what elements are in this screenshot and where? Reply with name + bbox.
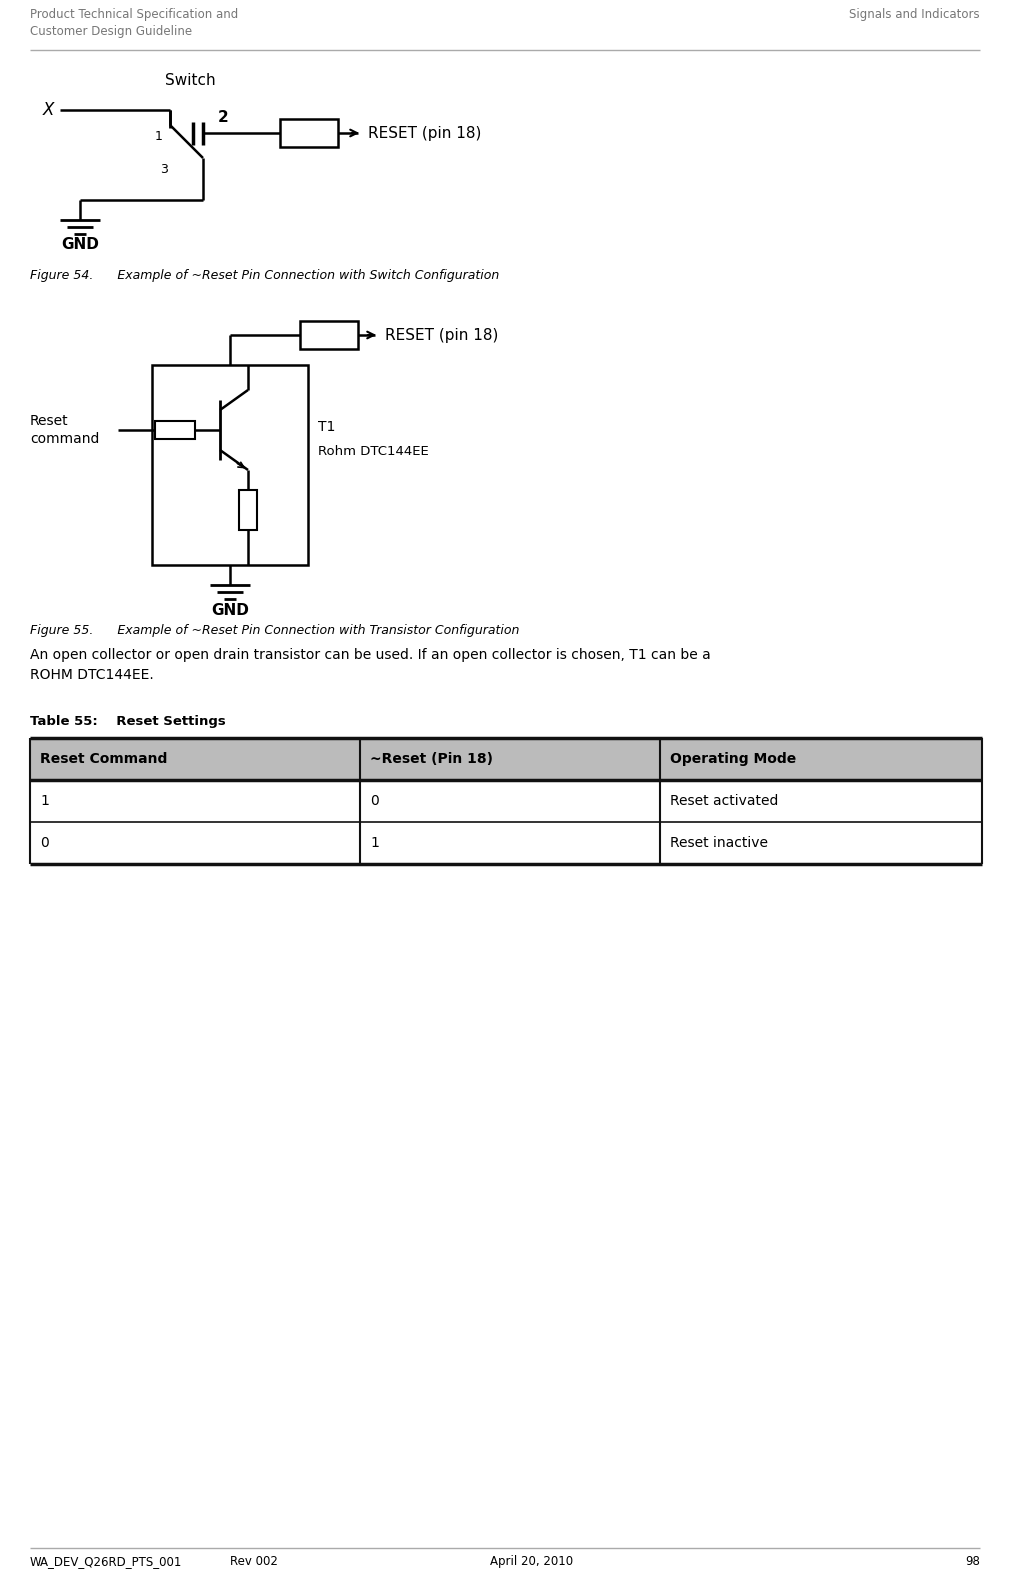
Text: Reset inactive: Reset inactive [670,836,768,850]
Text: 0: 0 [40,836,49,850]
Bar [239,491,257,530]
Text: WA_DEV_Q26RD_PTS_001: WA_DEV_Q26RD_PTS_001 [30,1555,182,1569]
Text: 0: 0 [370,795,379,807]
Text: Rev 002: Rev 002 [229,1555,278,1569]
Bar [30,738,982,780]
Text: X: X [42,101,54,119]
Text: GND: GND [211,603,249,617]
Text: RESET (pin 18): RESET (pin 18) [368,125,481,141]
Text: 98: 98 [966,1555,980,1569]
Text: Product Technical Specification and
Customer Design Guideline: Product Technical Specification and Cust… [30,8,239,38]
Text: Figure 55.      Example of ~Reset Pin Connection with Transistor Configuration: Figure 55. Example of ~Reset Pin Connect… [30,624,520,636]
Text: April 20, 2010: April 20, 2010 [490,1555,573,1569]
Text: Rohm DTC144EE: Rohm DTC144EE [318,445,429,457]
Text: Reset
command: Reset command [30,415,99,446]
Text: T1: T1 [318,419,336,434]
Text: Switch: Switch [165,73,215,89]
Text: Reset activated: Reset activated [670,795,778,807]
Text: Signals and Indicators: Signals and Indicators [849,8,980,21]
Text: Operating Mode: Operating Mode [670,752,797,766]
Text: 1: 1 [370,836,379,850]
Text: RESET (pin 18): RESET (pin 18) [385,328,498,342]
Text: ~Reset (Pin 18): ~Reset (Pin 18) [370,752,493,766]
Text: Table 55:    Reset Settings: Table 55: Reset Settings [30,716,225,728]
Text: An open collector or open drain transistor can be used. If an open collector is : An open collector or open drain transist… [30,647,711,682]
Text: 1: 1 [155,130,163,142]
Text: 2: 2 [218,109,228,125]
Bar [280,119,338,147]
Text: Reset Command: Reset Command [40,752,168,766]
Bar [155,421,195,438]
Text: Figure 54.      Example of ~Reset Pin Connection with Switch Configuration: Figure 54. Example of ~Reset Pin Connect… [30,269,499,282]
Text: 3: 3 [160,163,168,176]
Bar [300,321,358,348]
Bar [152,366,308,565]
Text: 1: 1 [40,795,49,807]
Text: GND: GND [61,237,99,252]
